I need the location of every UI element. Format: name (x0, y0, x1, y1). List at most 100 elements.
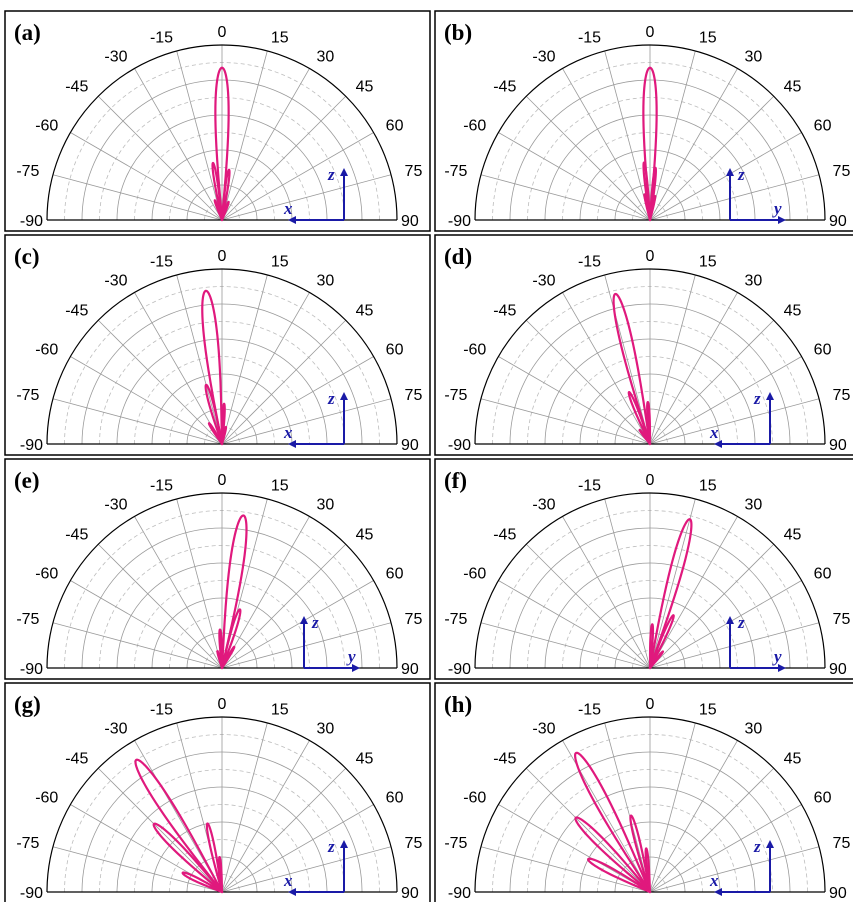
angle-tick-label: 15 (271, 701, 289, 718)
polar-grid (474, 44, 826, 221)
angle-tick-label: -75 (16, 163, 39, 180)
pattern-lobe (213, 199, 224, 222)
angle-tick-label: 15 (271, 29, 289, 46)
grid-spoke (176, 498, 223, 669)
angle-tick-label: -75 (444, 163, 467, 180)
panel-frame (4, 682, 431, 902)
grid-spoke (221, 516, 310, 669)
polar-grid (474, 492, 826, 669)
radiation-pattern (574, 751, 652, 894)
angle-tick-label: -75 (444, 387, 467, 404)
grid-spoke (604, 722, 651, 893)
grid-spoke (221, 50, 268, 221)
inset-axes: zx (283, 389, 348, 448)
polar-outer-arc (46, 716, 398, 893)
angle-tick-label: 30 (745, 272, 763, 289)
angle-tick-label: 45 (356, 78, 374, 95)
radiation-pattern (642, 66, 658, 222)
pattern-lobe (152, 822, 224, 894)
angle-tick-label: 45 (356, 750, 374, 767)
angle-tick-label: -15 (578, 477, 601, 494)
grid-ring (134, 804, 310, 893)
pattern-lobe (648, 194, 657, 222)
pattern-lobe (220, 514, 248, 670)
grid-spoke (649, 174, 820, 221)
radiation-pattern (612, 292, 652, 446)
grid-spoke (480, 174, 651, 221)
polar-outer-arc (46, 492, 398, 669)
grid-spoke (221, 543, 347, 669)
pattern-lobe (574, 751, 652, 894)
grid-spoke (525, 767, 651, 893)
grid-ring (134, 580, 310, 669)
x-axis-label: x (283, 423, 293, 442)
pattern-lobe (220, 425, 228, 446)
pattern-lobe (648, 518, 693, 670)
grid-spoke (649, 846, 820, 893)
angle-tick-label: -90 (20, 885, 43, 902)
grid-ring (169, 391, 275, 445)
grid-spoke (649, 50, 696, 221)
angle-tick-label: 60 (386, 566, 404, 583)
angle-tick-label: -30 (532, 496, 555, 513)
angle-tick-label: 45 (784, 526, 802, 543)
grid-ring (597, 391, 703, 445)
grid-spoke (97, 319, 223, 445)
grid-spoke (649, 622, 820, 669)
grid-spoke (649, 132, 802, 221)
angle-tick-label: 0 (218, 248, 227, 265)
grid-spoke (525, 319, 651, 445)
angle-tick-label: 90 (401, 885, 419, 902)
angle-tick-label: 15 (699, 29, 717, 46)
grid-spoke (649, 580, 802, 669)
angle-tick-label: 75 (405, 163, 423, 180)
grid-spoke (97, 767, 223, 893)
angle-tick-label: -30 (532, 48, 555, 65)
panel-label: (f) (444, 468, 467, 493)
pattern-lobe (643, 193, 652, 222)
y-axis-label: y (772, 647, 782, 666)
y-axis-label: y (346, 647, 356, 666)
angle-tick-label: -15 (150, 477, 173, 494)
angle-tick-label: 0 (646, 24, 655, 41)
grid-spoke (480, 398, 651, 445)
angle-tick-label: 30 (317, 496, 335, 513)
pattern-lobe (648, 623, 655, 670)
grid-spoke (562, 292, 651, 445)
angle-tick-label: 75 (833, 163, 851, 180)
grid-spoke (525, 543, 651, 669)
pattern-lobe (220, 402, 226, 446)
grid-spoke (221, 580, 374, 669)
radiation-pattern (201, 289, 228, 446)
angle-tick-labels: -90 -75 -60 -45 -30 -15 0 15 30 45 60 75 90 (16, 24, 422, 230)
angle-tick-label: 75 (405, 387, 423, 404)
pattern-lobe (648, 650, 665, 670)
grid-spoke (604, 274, 651, 445)
angle-tick-label: -45 (493, 750, 516, 767)
x-arrowhead (714, 440, 722, 448)
x-arrowhead (288, 888, 296, 896)
angle-tick-label: 30 (317, 48, 335, 65)
z-arrowhead (726, 616, 734, 624)
angle-tick-label: -60 (35, 566, 58, 583)
pattern-lobe (644, 847, 652, 894)
angle-tick-label: 15 (699, 701, 717, 718)
grid-spoke (221, 767, 347, 893)
pattern-lobe (205, 822, 224, 894)
angle-tick-label: 60 (386, 790, 404, 807)
angle-tick-label: 60 (814, 118, 832, 135)
x-axis-label: x (709, 423, 719, 442)
grid-ring (134, 356, 310, 445)
grid-spoke (221, 722, 268, 893)
pattern-lobe (612, 292, 652, 446)
angle-tick-label: 90 (401, 213, 419, 230)
pattern-lobe (220, 645, 236, 670)
inset-axes: zx (283, 165, 348, 224)
grid-spoke (498, 132, 651, 221)
grid-spoke (649, 740, 738, 893)
z-axis-label: z (753, 389, 761, 408)
grid-spoke (649, 543, 775, 669)
grid-spoke (176, 274, 223, 445)
